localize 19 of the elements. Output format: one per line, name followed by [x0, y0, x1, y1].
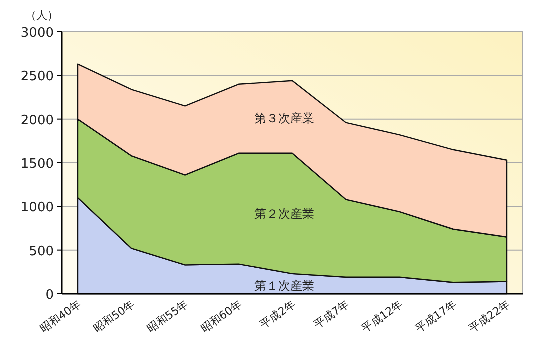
y-tick-label: 2500 — [20, 70, 54, 85]
x-tick-label: 昭和50年 — [91, 298, 138, 336]
y-tick-label: 1500 — [20, 157, 54, 172]
series-label: 第１次産業 — [254, 278, 314, 293]
y-tick-label: 0 — [46, 288, 54, 303]
series-label: 第２次産業 — [254, 206, 314, 221]
x-tick-label: 昭和60年 — [198, 298, 245, 336]
x-tick-label: 平成17年 — [413, 298, 460, 336]
x-tick-label: 平成2年 — [258, 298, 298, 332]
x-tick-label: 平成22年 — [466, 298, 513, 336]
y-axis-title: （人） — [26, 9, 58, 22]
y-tick-label: 3000 — [20, 26, 54, 41]
x-tick-label: 平成12年 — [360, 298, 406, 336]
x-tick-label: 平成7年 — [312, 298, 352, 332]
y-tick-label: 500 — [29, 244, 54, 260]
y-tick-label: 2000 — [20, 113, 54, 128]
y-tick-label: 1000 — [20, 200, 54, 216]
x-tick-label: 昭和55年 — [145, 298, 191, 336]
series-label: 第３次産業 — [254, 111, 314, 126]
